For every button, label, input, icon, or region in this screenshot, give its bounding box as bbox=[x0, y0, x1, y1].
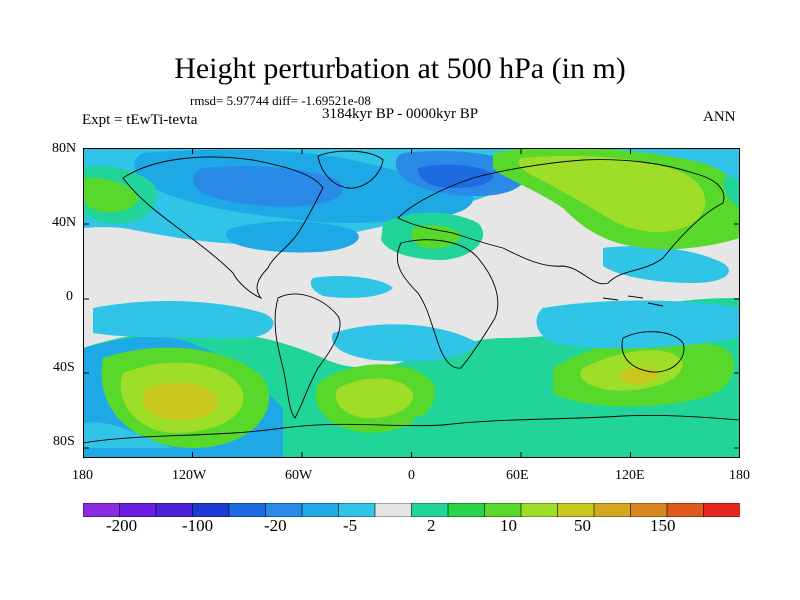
season-label: ANN bbox=[703, 109, 736, 125]
axis-ticks bbox=[83, 148, 740, 458]
colorbar-cell bbox=[119, 503, 157, 517]
lat-label: 80N bbox=[52, 141, 77, 156]
stats-line: rmsd= 5.97744 diff= -1.69521e-08 bbox=[190, 93, 371, 108]
contour-region bbox=[192, 166, 343, 207]
contour-region bbox=[226, 221, 359, 253]
lat-label: 0 bbox=[66, 289, 73, 304]
coastlines bbox=[83, 150, 740, 444]
colorbar-cell bbox=[520, 503, 559, 517]
colorbar-cell bbox=[630, 503, 668, 517]
colorbar-label: -20 bbox=[264, 516, 287, 535]
colorbar-cell bbox=[374, 503, 413, 517]
colorbar-cell bbox=[703, 503, 740, 517]
colorbar-label: 2 bbox=[427, 516, 436, 535]
colorbar-cell bbox=[155, 503, 194, 517]
colorbar-cell bbox=[265, 503, 303, 517]
colorbar-label: 10 bbox=[500, 516, 517, 535]
lon-label: 60W bbox=[285, 468, 313, 483]
colorbar-cell bbox=[484, 503, 522, 517]
lat-label: 40S bbox=[53, 360, 75, 375]
colorbar-cell bbox=[411, 503, 449, 517]
contour-region bbox=[603, 246, 729, 283]
contour-region bbox=[536, 300, 740, 349]
contour-region bbox=[518, 155, 706, 233]
contour-region bbox=[93, 301, 274, 338]
colorbar-cell bbox=[192, 503, 230, 517]
colorbar-cell bbox=[666, 503, 705, 517]
colorbar-cell bbox=[593, 503, 632, 517]
lon-label: 120W bbox=[172, 468, 207, 483]
lon-label: 60E bbox=[506, 468, 529, 483]
colorbar-label: -200 bbox=[106, 516, 138, 535]
colorbar-label: -100 bbox=[182, 516, 214, 535]
lon-label: 120E bbox=[615, 468, 645, 483]
contour-region bbox=[413, 407, 740, 458]
experiment-label: Expt = tEwTi-tevta bbox=[82, 112, 198, 128]
colorbar-label: 50 bbox=[574, 516, 591, 535]
colorbar-cell bbox=[83, 503, 121, 517]
contour-region bbox=[411, 225, 461, 249]
contour-region bbox=[83, 177, 138, 213]
lon-label: 180 bbox=[729, 468, 750, 483]
colorbar-cell bbox=[228, 503, 267, 517]
colorbar-cell bbox=[338, 503, 376, 517]
height-perturbation-map bbox=[83, 148, 740, 458]
colorbar-cell bbox=[447, 503, 486, 517]
period-label: 3184kyr BP - 0000kyr BP bbox=[322, 106, 479, 122]
contour-region bbox=[143, 382, 218, 420]
lon-label: 180 bbox=[72, 468, 93, 483]
contour-region bbox=[83, 422, 173, 448]
lon-label: 0 bbox=[408, 468, 415, 483]
contour-region bbox=[723, 177, 740, 208]
colorbar-cell bbox=[301, 503, 340, 517]
contour-region bbox=[310, 276, 393, 298]
colorbar-cell bbox=[557, 503, 595, 517]
colorbar-label: 150 bbox=[650, 516, 676, 535]
lat-label: 80S bbox=[53, 434, 75, 449]
colorbar-label: -5 bbox=[343, 516, 358, 535]
contour-region bbox=[418, 164, 494, 188]
plot-title: Height perturbation at 500 hPa (in m) bbox=[174, 52, 626, 85]
colorbar bbox=[83, 503, 740, 517]
contour-region bbox=[335, 378, 414, 419]
lat-label: 40N bbox=[52, 215, 77, 230]
